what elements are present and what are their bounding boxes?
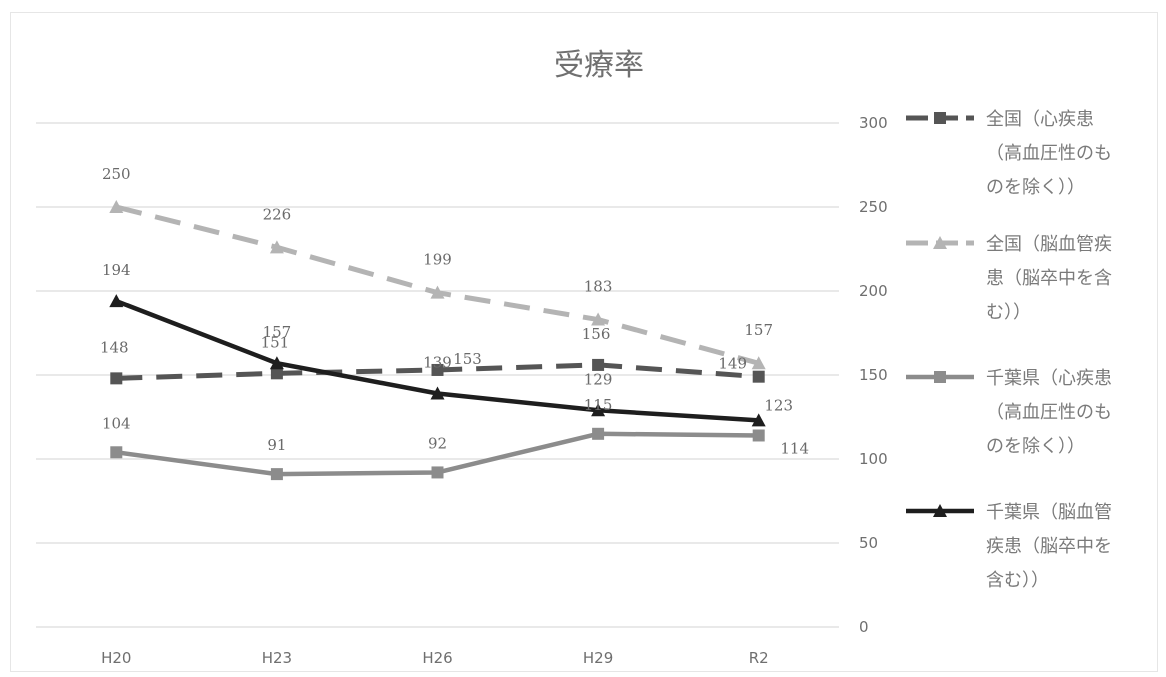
legend-label: 千葉県（脳血管 (986, 502, 1112, 523)
data-label: 153 (453, 350, 482, 368)
legend-label: のを除く）） (986, 177, 1085, 198)
data-label: 149 (718, 355, 747, 373)
y-tick-label: 300 (859, 114, 888, 132)
data-label: 115 (584, 396, 613, 414)
legend-label: 千葉県（心疾患 (986, 368, 1112, 389)
data-label: 183 (584, 278, 613, 296)
legend-label: 疾患（脳卒中を (986, 536, 1112, 557)
series-layer (109, 200, 766, 481)
data-point (430, 386, 445, 400)
legend-label: 患（脳卒中を含 (986, 268, 1112, 289)
data-point (269, 240, 284, 254)
data-label: 226 (263, 205, 292, 223)
data-point (109, 200, 124, 213)
chart-title: 受療率 (554, 48, 644, 83)
data-point (751, 413, 766, 427)
data-point (270, 367, 283, 380)
y-tick-label: 250 (859, 198, 888, 216)
data-point (591, 403, 606, 417)
data-point (269, 356, 284, 370)
data-point (270, 468, 283, 481)
data-label: 92 (428, 434, 447, 452)
y-tick-label: 200 (859, 282, 888, 300)
data-label: 91 (267, 436, 286, 454)
x-tick-label: H20 (101, 649, 131, 667)
data-point (431, 466, 444, 479)
data-point (430, 285, 445, 299)
data-point (752, 429, 765, 442)
data-label: 139 (423, 353, 452, 371)
x-tick-label: R2 (749, 649, 769, 667)
data-label: 114 (780, 439, 809, 457)
x-tick-label: H29 (583, 649, 613, 667)
data-point (752, 370, 765, 383)
data-label: 157 (744, 321, 773, 339)
data-point (591, 312, 606, 326)
data-point (592, 427, 605, 440)
legend-label: 全国（脳血管疾 (986, 234, 1112, 255)
legend-marker (934, 112, 946, 124)
y-tick-label: 150 (859, 366, 888, 384)
data-label: 194 (102, 261, 131, 279)
data-point (109, 294, 124, 308)
data-label: 156 (582, 325, 611, 343)
data-point (110, 446, 123, 459)
data-point (592, 358, 605, 371)
x-tick-label: H23 (262, 649, 292, 667)
legend-label: 含む）） (986, 570, 1049, 591)
line-chart: 受療率 148 151 153 156 149 250 226 199 183 157 104 91 9… (36, 48, 1112, 667)
y-tick-label: 100 (859, 450, 888, 468)
x-tick-label: H26 (422, 649, 452, 667)
data-label: 104 (102, 414, 131, 432)
data-point (751, 356, 766, 370)
legend-marker (933, 236, 947, 249)
legend-label: む）） (986, 302, 1031, 323)
y-tick-label: 50 (859, 534, 878, 552)
y-tick-label: 0 (859, 618, 869, 636)
legend-marker (934, 371, 946, 383)
data-label: 250 (102, 165, 131, 183)
data-label: 129 (584, 370, 613, 388)
legend-label: のを除く）） (986, 436, 1085, 457)
data-label: 148 (100, 338, 129, 356)
data-label: 123 (764, 396, 793, 414)
legend-label: （高血圧性のも (986, 143, 1112, 164)
data-point (110, 372, 123, 385)
data-point (431, 363, 444, 376)
axes: 0 50 100 150 200 250 300 H20 H23 H26 H29 R2 (101, 114, 888, 667)
legend-marker (933, 504, 947, 517)
data-label: 157 (263, 323, 292, 341)
data-label: 151 (261, 333, 290, 351)
chart-frame: 受療率 148 151 153 156 149 250 226 199 183 157 104 91 9… (10, 12, 1158, 672)
legend-label: （高血圧性のも (986, 402, 1112, 423)
data-labels: 148 151 153 156 149 250 226 199 183 157 104 91 92 115… (100, 165, 809, 457)
data-label: 199 (423, 251, 452, 269)
legend-label: 全国（心疾患 (986, 109, 1094, 130)
